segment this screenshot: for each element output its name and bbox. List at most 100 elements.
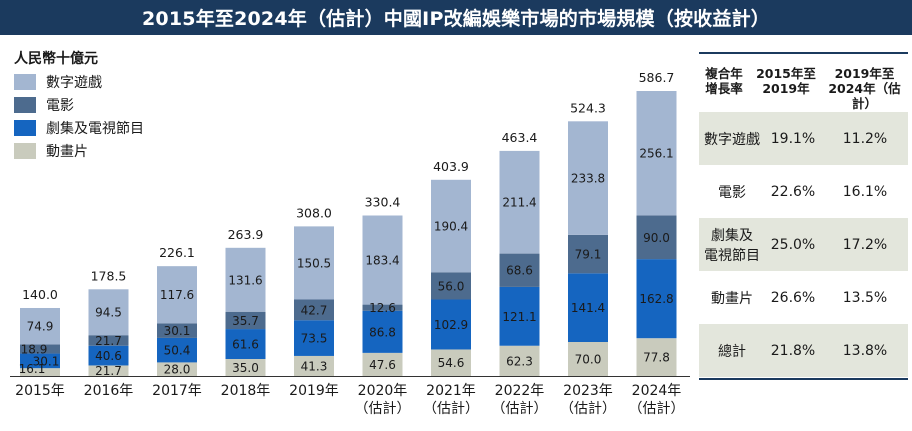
bar-value-label: 21.7	[95, 334, 122, 348]
cagr-row: 總計 21.8% 13.8%	[699, 324, 908, 377]
cagr-row-v1: 22.6%	[770, 183, 816, 200]
bar-value-label: 79.1	[575, 248, 602, 262]
cagr-row-label: 電影	[699, 165, 765, 218]
bar-value-label: 90.0	[643, 231, 670, 245]
bar-value-label: 141.4	[571, 301, 605, 315]
x-tick-label: 2022年	[495, 383, 545, 399]
cagr-table: 複合年 增長率 2015年至 2019年 2019年至 2024年（估計） 數字…	[699, 52, 908, 380]
cagr-header-col2-line1: 2019年至	[834, 66, 895, 81]
bar-segment	[294, 355, 334, 376]
bar-value-label: 16.1	[19, 362, 46, 376]
bar-segment	[431, 299, 471, 350]
bar-segment	[20, 344, 60, 354]
bar-segment	[294, 299, 334, 321]
bar-total-label: 524.3	[570, 100, 606, 115]
bar-value-label: 73.5	[301, 332, 328, 346]
bar-segment	[225, 358, 266, 376]
legend: 數字遊戲 電影 劇集及電視節目 動畫片	[14, 70, 144, 162]
bar-value-label: 256.1	[639, 147, 673, 161]
bar-total-label: 330.4	[365, 195, 401, 210]
bar-segment	[431, 272, 471, 300]
bar-segment	[636, 215, 677, 260]
bar-value-label: 74.9	[27, 320, 54, 334]
bar-segment	[88, 289, 129, 336]
bar-total-label: 178.5	[91, 268, 127, 283]
x-tick-label: 2021年	[426, 383, 476, 399]
bar-value-label: 190.4	[434, 220, 468, 234]
cagr-row: 電影 22.6% 16.1%	[699, 165, 908, 218]
cagr-row-v1: 25.0%	[770, 236, 816, 253]
bar-value-label: 86.8	[369, 325, 396, 339]
bar-total-label: 403.9	[433, 159, 469, 174]
bar-value-label: 54.6	[438, 356, 465, 370]
x-tick-sublabel: （估計）	[355, 401, 411, 417]
bar-value-label: 77.8	[643, 351, 670, 365]
bar-segment	[499, 345, 540, 376]
x-tick-label: 2016年	[84, 383, 134, 399]
bar-segment	[20, 307, 60, 345]
bar-value-label: 56.0	[438, 279, 465, 293]
legend-label-animation: 動畫片	[46, 143, 88, 160]
bar-segment	[568, 121, 608, 235]
cagr-row: 數字遊戲 19.1% 11.2%	[699, 112, 908, 165]
cagr-row: 動畫片 26.6% 13.5%	[699, 271, 908, 324]
bar-value-label: 12.6	[369, 301, 396, 315]
bar-segment	[362, 304, 403, 311]
bar-segment	[499, 253, 540, 287]
cagr-header-label-line1: 複合年	[705, 66, 743, 81]
bar-segment	[568, 234, 608, 274]
cagr-row: 劇集及 電視節目 25.0% 17.2%	[699, 218, 908, 271]
bar-total-label: 263.9	[228, 227, 264, 242]
cagr-row-label-line1: 動畫片	[711, 290, 753, 307]
bar-segment	[362, 215, 403, 305]
legend-item-digital-games: 數字遊戲	[14, 70, 144, 93]
bar-total-label: 140.0	[22, 287, 58, 302]
bar-value-label: 94.5	[95, 306, 122, 320]
legend-swatch-film	[14, 96, 36, 113]
x-tick-label: 2024年	[632, 383, 682, 399]
bar-segment	[568, 273, 608, 342]
bar-value-label: 18.9	[21, 342, 48, 356]
x-tick-label: 2019年	[289, 383, 339, 399]
cagr-row-label: 總計	[699, 324, 765, 377]
legend-swatch-tv	[14, 119, 36, 136]
bar-value-label: 47.6	[369, 358, 396, 372]
bar-segment	[157, 337, 197, 363]
bar-segment	[636, 91, 677, 216]
bar-segment	[636, 338, 677, 376]
bar-total-label: 308.0	[296, 205, 332, 220]
cagr-header-col2-line2: 2024年（估計）	[828, 81, 901, 111]
x-tick-label: 2015年	[15, 383, 65, 399]
bar-segment	[157, 323, 197, 338]
bar-value-label: 211.4	[502, 196, 536, 210]
bar-value-label: 42.7	[301, 303, 328, 317]
bar-value-label: 150.5	[297, 256, 331, 270]
bar-value-label: 102.9	[434, 318, 468, 332]
cagr-row-label: 動畫片	[699, 271, 765, 324]
legend-item-film: 電影	[14, 93, 144, 116]
x-tick-label: 2023年	[563, 383, 613, 399]
cagr-header-label-line2: 增長率	[705, 81, 743, 96]
bar-segment	[294, 226, 334, 300]
x-tick-sublabel: （估計）	[423, 401, 479, 417]
legend-item-tv: 劇集及電視節目	[14, 116, 144, 139]
bar-segment	[157, 266, 197, 324]
bar-value-label: 35.0	[232, 361, 259, 375]
bar-value-label: 41.3	[301, 359, 328, 373]
bar-segment	[636, 259, 677, 339]
legend-swatch-digital-games	[14, 73, 36, 90]
x-tick-sublabel: （估計）	[492, 401, 548, 417]
bar-value-label: 68.6	[506, 264, 533, 278]
cagr-row-label-line1: 數字遊戲	[704, 131, 760, 148]
bar-value-label: 233.8	[571, 172, 605, 186]
bar-segment	[20, 368, 60, 376]
cagr-row-v2: 17.2%	[842, 236, 888, 253]
bar-segment	[88, 335, 129, 346]
bar-value-label: 121.1	[502, 310, 536, 324]
bar-segment	[88, 345, 129, 366]
bar-value-label: 70.0	[575, 352, 602, 366]
bar-segment	[431, 179, 471, 273]
cagr-row-v1: 21.8%	[770, 342, 816, 359]
bar-value-label: 28.0	[164, 363, 191, 377]
bar-segment	[568, 341, 608, 376]
